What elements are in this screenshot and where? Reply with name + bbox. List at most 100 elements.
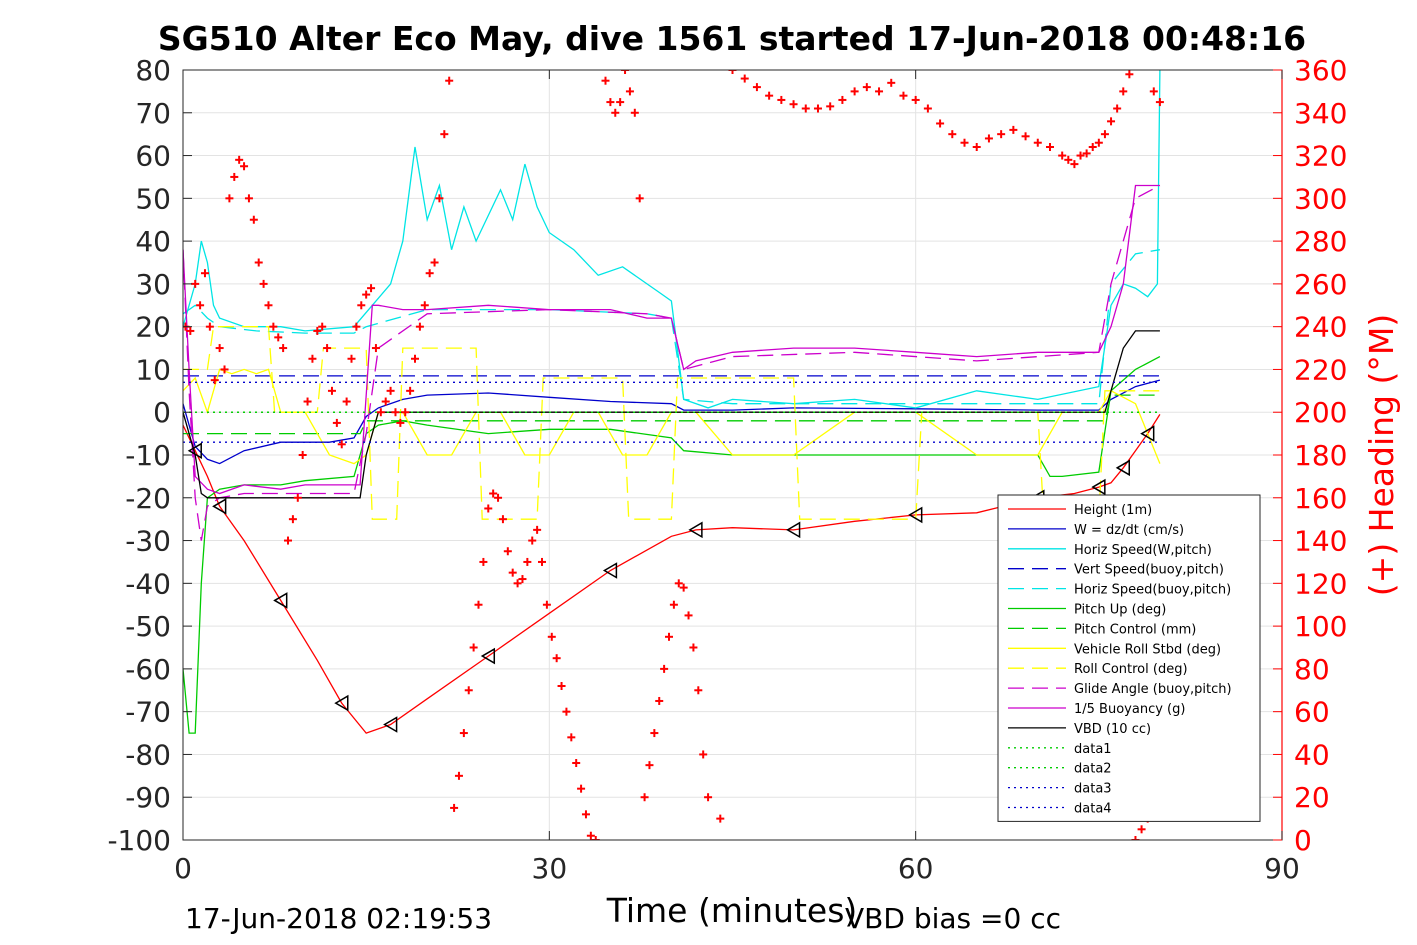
heading-marker — [293, 493, 302, 502]
y-right-tick-label: 180 — [1294, 439, 1347, 472]
heading-marker — [1100, 130, 1109, 139]
heading-marker — [415, 322, 424, 331]
heading-marker — [445, 76, 454, 85]
heading-marker — [1125, 70, 1134, 79]
axes: 0 30 60 90-100-90-80-70-60-50-40-30-20-1001… — [107, 54, 1347, 885]
heading-marker — [1137, 825, 1146, 834]
heading-marker — [254, 258, 263, 267]
heading-marker — [235, 155, 244, 164]
legend-label: 1/5 Buoyancy (g) — [1074, 702, 1185, 717]
heading-marker — [552, 654, 561, 663]
y-right-tick-label: 340 — [1294, 97, 1347, 130]
heading-marker — [332, 418, 341, 427]
y-tick-label: 30 — [135, 268, 171, 301]
heading-marker — [284, 536, 293, 545]
y-right-tick-label: 40 — [1294, 738, 1330, 771]
y-right-tick-label: 120 — [1294, 567, 1347, 600]
heading-marker — [479, 557, 488, 566]
heading-marker — [244, 194, 253, 203]
legend-label: Glide Angle (buoy,pitch) — [1074, 682, 1232, 697]
heading-marker — [1088, 143, 1097, 151]
heading-marker — [601, 76, 610, 85]
heading-marker — [911, 95, 920, 104]
y-right-tick-label: 220 — [1294, 353, 1347, 386]
legend: Height (1m) W = dz/dt (cm/s) Horiz Speed(W… — [997, 494, 1261, 822]
heading-marker — [337, 440, 346, 449]
series-w-dz-dt-cm-s — [183, 379, 1161, 465]
heading-marker — [547, 632, 556, 641]
heading-marker — [318, 322, 327, 331]
heading-marker — [538, 557, 547, 566]
x-tick-label: 0 — [174, 852, 192, 885]
heading-marker — [425, 269, 434, 278]
heading-marker — [469, 643, 478, 652]
heading-marker — [572, 759, 581, 767]
heading-marker — [528, 536, 537, 545]
legend-label: Pitch Control (mm) — [1074, 622, 1196, 637]
legend-label: Height (1m) — [1074, 503, 1152, 518]
heading-marker — [591, 836, 600, 840]
heading-marker — [367, 284, 376, 293]
chart-title: SG510 Alter Eco May, dive 1561 started 1… — [158, 19, 1306, 58]
heading-marker — [259, 279, 268, 288]
y-right-tick-label: 20 — [1294, 781, 1330, 814]
right-axis-label: (+) Heading (°M) — [1362, 314, 1401, 596]
y-tick-label: 50 — [135, 182, 171, 215]
series-vehicle-roll-stbd-deg — [183, 368, 1161, 465]
heading-marker — [586, 831, 595, 840]
heading-marker — [679, 583, 688, 592]
legend-label: data3 — [1074, 782, 1112, 797]
heading-marker — [752, 83, 761, 92]
heading-marker — [699, 750, 708, 759]
depth-sample-marker — [786, 521, 801, 539]
heading-marker — [948, 130, 957, 139]
series-pitch-control-mm — [183, 394, 1160, 435]
heading-marker — [342, 397, 351, 406]
heading-marker — [777, 95, 786, 104]
heading-marker — [765, 91, 774, 100]
heading-marker — [606, 98, 615, 107]
heading-marker — [215, 344, 224, 353]
y-tick-label: 70 — [135, 97, 171, 130]
x-tick-label: 60 — [898, 852, 934, 885]
heading-marker — [655, 696, 664, 705]
heading-marker — [1119, 87, 1128, 96]
heading-marker — [508, 568, 517, 577]
depth-sample-marker — [1115, 459, 1131, 477]
heading-markers — [183, 70, 1164, 840]
y-tick-label: 80 — [135, 54, 171, 87]
heading-marker — [386, 386, 395, 395]
heading-marker — [264, 301, 273, 310]
depth-sample-marker — [688, 521, 703, 539]
heading-marker — [459, 729, 468, 738]
heading-marker — [474, 600, 483, 609]
heading-marker — [1070, 160, 1079, 169]
legend-label: Vehicle Roll Stbd (deg) — [1074, 642, 1221, 657]
heading-marker — [1045, 143, 1054, 151]
heading-marker — [1009, 125, 1018, 134]
heading-marker — [960, 138, 969, 147]
heading-marker — [288, 515, 297, 524]
heading-marker — [1107, 117, 1116, 126]
heading-marker — [489, 489, 498, 498]
heading-marker — [200, 269, 209, 278]
heading-marker — [936, 119, 945, 128]
y-tick-label: -70 — [125, 696, 171, 729]
legend-label: data1 — [1074, 742, 1112, 757]
legend-label: VBD (10 cc) — [1074, 722, 1151, 737]
y-tick-label: -10 — [125, 439, 171, 472]
y-tick-label: 20 — [135, 311, 171, 344]
legend-label: data2 — [1074, 762, 1112, 777]
depth-sample-marker — [1140, 425, 1155, 442]
legend-label: data4 — [1074, 802, 1112, 817]
y-right-tick-label: 0 — [1294, 824, 1312, 857]
heading-marker — [371, 344, 380, 353]
heading-marker — [581, 810, 590, 819]
heading-marker — [196, 301, 205, 310]
heading-marker — [689, 643, 698, 652]
heading-marker — [186, 326, 195, 335]
heading-marker — [684, 611, 693, 620]
y-right-tick-label: 160 — [1294, 482, 1347, 515]
y-tick-label: -80 — [125, 738, 171, 771]
heading-marker — [303, 397, 312, 406]
